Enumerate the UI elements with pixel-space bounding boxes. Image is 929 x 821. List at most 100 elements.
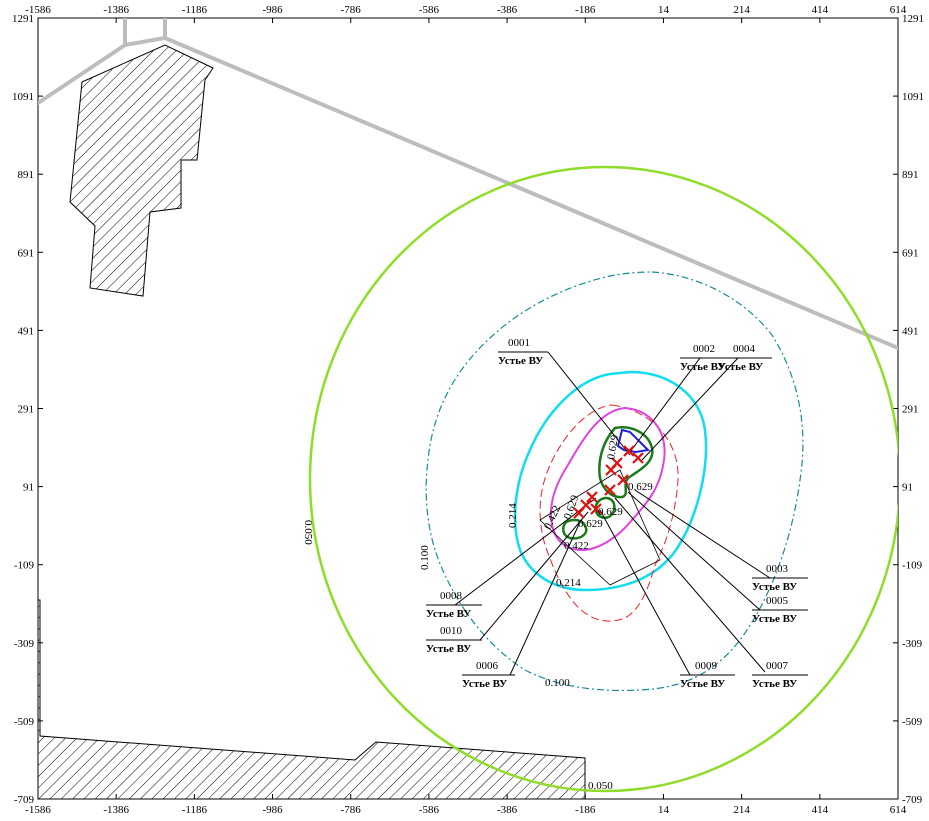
- isoline-0050: [308, 165, 898, 793]
- svg-text:Устье ВУ: Устье ВУ: [680, 678, 725, 690]
- y-tick-label: 691: [902, 247, 919, 259]
- y-tick-label: 291: [18, 404, 35, 416]
- source-cross-icon: [590, 503, 602, 515]
- x-tick-label: 414: [812, 4, 829, 16]
- isoline-0629-magenta: [549, 406, 666, 552]
- y-axis-left-labels: 1291 1091 891 691 491 291 91 -109 -309 -509 -709: [12, 13, 34, 806]
- isoline-labels: 0.050 0.050 0.100 0.100 0.214 0.214 0.42…: [302, 434, 653, 792]
- x-tick-label: -586: [419, 4, 440, 16]
- svg-text:Устье ВУ: Устье ВУ: [426, 608, 471, 620]
- svg-text:Устье ВУ: Устье ВУ: [426, 643, 471, 655]
- source-label-0002: 0002 Устье ВУ: [680, 343, 725, 373]
- source-cross-icon: [586, 491, 598, 503]
- svg-text:Устье ВУ: Устье ВУ: [752, 613, 797, 625]
- isoline-0100: [425, 271, 804, 692]
- leader-lines: [426, 351, 808, 676]
- iso-label-0050-left: 0.050: [302, 520, 314, 545]
- building-zone-south: [38, 599, 586, 799]
- road-segment: [163, 36, 898, 350]
- x-tick-label: 214: [733, 804, 750, 816]
- svg-text:0010: 0010: [440, 625, 463, 637]
- iso-label-0214-left: 0.214: [507, 503, 519, 528]
- leader-0005: [627, 491, 761, 611]
- svg-text:0002: 0002: [693, 343, 715, 355]
- x-tick-label: -986: [262, 804, 283, 816]
- y-tick-label: -109: [14, 560, 35, 572]
- x-tick-label: -986: [262, 4, 283, 16]
- svg-text:Устье ВУ: Устье ВУ: [718, 361, 763, 373]
- source-label-0010: 0010 Устье ВУ: [426, 625, 471, 655]
- isoline-0629-green-small: [561, 518, 588, 540]
- source-label-0003: 0003 Устье ВУ: [752, 563, 797, 593]
- source-cross-icon: [605, 464, 617, 476]
- leader-0003: [634, 489, 771, 579]
- y-tick-label: 891: [18, 169, 35, 181]
- x-tick-label: 214: [733, 4, 750, 16]
- leader-0007: [614, 497, 766, 673]
- x-tick-label: 414: [812, 804, 829, 816]
- svg-text:Устье ВУ: Устье ВУ: [680, 361, 725, 373]
- source-label-0009: 0009 Устье ВУ: [680, 660, 725, 690]
- y-tick-label: -309: [902, 638, 923, 650]
- iso-label-0629-d: 0.629: [598, 506, 623, 518]
- svg-text:Устье ВУ: Устье ВУ: [752, 678, 797, 690]
- leader-0006: [509, 521, 581, 676]
- source-cross-icon: [604, 484, 616, 496]
- iso-label-0629-a: 0.629: [605, 434, 621, 461]
- source-labels: 0001 Устье ВУ 0002 Устье ВУ 0004 Устье В…: [426, 337, 797, 690]
- x-tick-label: -1586: [25, 4, 51, 16]
- svg-text:0008: 0008: [440, 590, 463, 602]
- y-tick-label: 1091: [902, 91, 924, 103]
- x-tick-label: -1186: [182, 804, 208, 816]
- y-tick-label: 691: [18, 247, 35, 259]
- svg-text:0001: 0001: [508, 337, 530, 349]
- iso-label-0050-bottom: 0.050: [588, 780, 613, 792]
- x-tick-label: 614: [890, 804, 907, 816]
- source-label-0005: 0005 Устье ВУ: [752, 595, 797, 625]
- source-label-0004: 0004 Устье ВУ: [718, 343, 763, 373]
- road-segment: [123, 18, 167, 48]
- y-axis-right-labels: 1291 1091 891 691 491 291 91 -109 -309 -509 -709: [902, 13, 924, 806]
- y-tick-label: -509: [902, 716, 923, 728]
- y-tick-label: 1091: [12, 91, 34, 103]
- leader-0010: [479, 511, 589, 641]
- source-label-0008: 0008 Устье ВУ: [426, 590, 471, 620]
- x-tick-label: -386: [497, 4, 518, 16]
- svg-text:0005: 0005: [766, 595, 789, 607]
- iso-label-0629-b: 0.629: [562, 493, 582, 521]
- isoline-0422: [539, 404, 679, 622]
- x-tick-label: -1186: [182, 4, 208, 16]
- svg-text:Устье ВУ: Устье ВУ: [752, 581, 797, 593]
- x-axis-bottom-labels: -1586 -1386 -1186 -986 -786 -586 -386 -186 14 214…: [25, 804, 907, 816]
- iso-label-0629-c: 0.629: [628, 481, 653, 493]
- y-tick-label: -109: [902, 560, 923, 572]
- x-tick-label: 14: [658, 804, 670, 816]
- source-markers: [573, 445, 644, 519]
- y-tick-label: 891: [902, 169, 919, 181]
- x-tick-label: -186: [575, 804, 596, 816]
- y-tick-label: -709: [14, 794, 35, 806]
- x-tick-label: 14: [658, 4, 670, 16]
- y-tick-label: -309: [14, 638, 35, 650]
- x-axis-top-labels: -1586 -1386 -1186 -986 -786 -586 -386 -186 14 214…: [25, 4, 907, 16]
- iso-label-0422-a: 0.422: [542, 504, 563, 532]
- isoline-max-blue: [616, 428, 651, 454]
- svg-text:0006: 0006: [476, 660, 499, 672]
- y-tick-label: -509: [14, 716, 35, 728]
- y-tick-label: 491: [902, 325, 919, 337]
- isoline-0629-green-main: [598, 426, 654, 499]
- leader-0008: [454, 497, 597, 606]
- building-zone-north: [69, 44, 214, 297]
- source-cross-icon: [573, 507, 585, 519]
- y-tick-label: 1291: [12, 13, 34, 25]
- leader-0004: [641, 357, 739, 461]
- x-tick-label: -1386: [103, 4, 129, 16]
- source-label-0007: 0007 Устье ВУ: [752, 660, 797, 690]
- iso-label-0422-b: 0.422: [564, 540, 589, 552]
- x-tick-label: -786: [341, 804, 362, 816]
- isoline-0214: [513, 370, 708, 592]
- iso-label-0214-bottom: 0.214: [556, 577, 581, 589]
- x-tick-label: -1386: [103, 804, 129, 816]
- leader-0002: [629, 357, 701, 453]
- x-tick-label: 614: [890, 4, 907, 16]
